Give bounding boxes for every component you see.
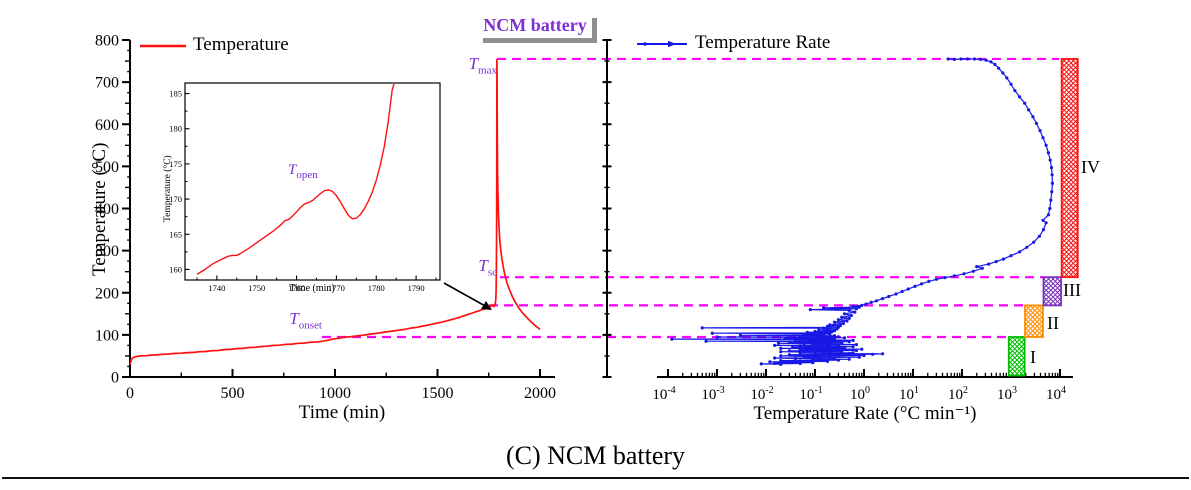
topen-subscript: open bbox=[296, 169, 318, 181]
temperature-curve bbox=[129, 58, 541, 365]
svg-text:0: 0 bbox=[126, 385, 134, 402]
tsc-label: Tsc bbox=[478, 256, 497, 278]
svg-text:700: 700 bbox=[95, 75, 119, 92]
region-bar-III bbox=[1042, 276, 1062, 307]
svg-text:1000: 1000 bbox=[319, 385, 351, 402]
tsc-symbol: T bbox=[478, 256, 488, 275]
svg-text:1740: 1740 bbox=[208, 283, 225, 293]
region-bar-II bbox=[1024, 304, 1044, 338]
bottom-divider bbox=[2, 477, 1189, 479]
panel-title-text: NCM battery bbox=[483, 15, 587, 35]
svg-text:100: 100 bbox=[850, 385, 870, 403]
svg-text:200: 200 bbox=[95, 285, 119, 302]
svg-text:1760: 1760 bbox=[288, 283, 305, 293]
svg-text:1790: 1790 bbox=[408, 283, 425, 293]
svg-text:10-3: 10-3 bbox=[701, 385, 724, 403]
left-x-axis-title: Time (min) bbox=[298, 402, 386, 423]
panel-title-badge: NCM battery bbox=[478, 13, 592, 38]
svg-text:1780: 1780 bbox=[368, 283, 385, 293]
region-bar-IV bbox=[1060, 58, 1079, 279]
region-label-3: III bbox=[1063, 280, 1081, 300]
svg-text:400: 400 bbox=[95, 201, 119, 218]
tonset-symbol: T bbox=[289, 309, 299, 328]
svg-text:100: 100 bbox=[95, 327, 119, 344]
svg-text:500: 500 bbox=[221, 385, 245, 402]
svg-text:102: 102 bbox=[948, 385, 968, 403]
tonset-label: Tonset bbox=[289, 309, 322, 331]
left-legend-label: Temperature bbox=[193, 34, 289, 55]
inset-y-axis-title: Temperature (°C) bbox=[163, 155, 173, 222]
svg-text:165: 165 bbox=[169, 229, 182, 239]
left-panel-axes: 0 100 200 300 400 500 600 700 800 0 500 1000 1500 200… bbox=[95, 33, 556, 403]
inset-pointer-arrow bbox=[443, 282, 492, 310]
svg-text:10-1: 10-1 bbox=[799, 385, 822, 403]
svg-text:101: 101 bbox=[899, 385, 919, 403]
svg-text:300: 300 bbox=[95, 243, 119, 260]
inset-temperature-curve bbox=[196, 84, 395, 275]
svg-text:600: 600 bbox=[95, 117, 119, 134]
region-label-4: IV bbox=[1081, 157, 1100, 177]
svg-text:10-2: 10-2 bbox=[750, 385, 773, 403]
svg-text:10-4: 10-4 bbox=[652, 385, 675, 403]
region-label-1: I bbox=[1030, 347, 1036, 367]
svg-text:500: 500 bbox=[95, 159, 119, 176]
tmax-subscript: max bbox=[478, 64, 497, 77]
right-legend-label: Temperature Rate bbox=[695, 32, 831, 53]
right-x-axis-title: Temperature Rate (°C min⁻¹) bbox=[753, 403, 977, 424]
region-bar-I bbox=[1007, 336, 1026, 377]
svg-text:800: 800 bbox=[95, 33, 119, 50]
tsc-subscript: sc bbox=[487, 266, 497, 279]
inset-plot: 1740 1750 1760 1770 1780 1790 160 165 170 175 180 1… bbox=[169, 82, 441, 293]
region-label-2: II bbox=[1047, 313, 1059, 333]
svg-text:103: 103 bbox=[997, 385, 1017, 403]
right-legend-swatch bbox=[637, 40, 687, 48]
topen-label: Topen bbox=[288, 162, 318, 181]
tmax-symbol: T bbox=[468, 54, 479, 73]
svg-text:1750: 1750 bbox=[248, 283, 265, 293]
svg-text:160: 160 bbox=[169, 264, 182, 274]
svg-text:104: 104 bbox=[1046, 385, 1066, 403]
temperature-rate-curve bbox=[671, 58, 1054, 365]
topen-symbol: T bbox=[288, 162, 297, 178]
inset-x-axis-title: Time (min) bbox=[289, 283, 335, 294]
tonset-subscript: onset bbox=[298, 319, 322, 332]
left-y-axis-title: Temperature (°C) bbox=[89, 142, 110, 276]
svg-text:1500: 1500 bbox=[422, 385, 454, 402]
stage-region-bars bbox=[1007, 58, 1079, 377]
svg-text:180: 180 bbox=[169, 124, 182, 134]
svg-text:175: 175 bbox=[169, 159, 182, 169]
svg-text:1770: 1770 bbox=[328, 283, 345, 293]
svg-text:0: 0 bbox=[111, 370, 119, 387]
svg-text:170: 170 bbox=[169, 194, 182, 204]
figure-caption: (C) NCM battery bbox=[505, 441, 686, 470]
svg-text:2000: 2000 bbox=[524, 385, 556, 402]
temperature-rate-markers bbox=[670, 57, 1054, 366]
svg-text:185: 185 bbox=[169, 89, 182, 99]
tmax-label: Tmax bbox=[469, 54, 497, 76]
